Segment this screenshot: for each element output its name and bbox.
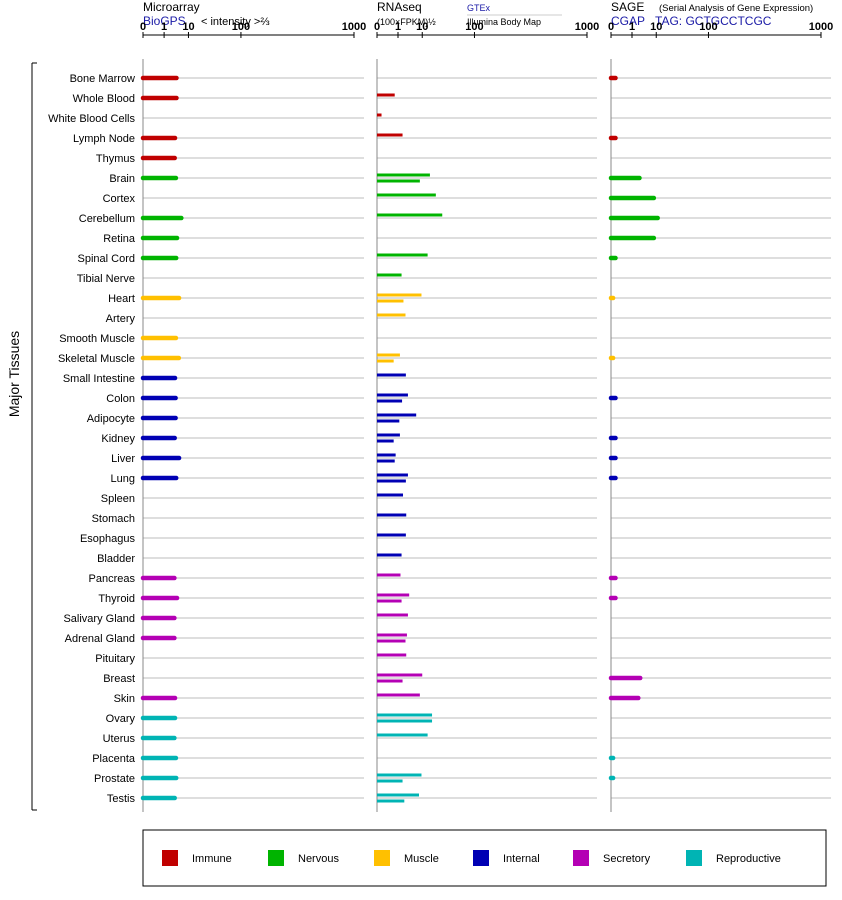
microarray-tick-label: 10 xyxy=(182,21,194,33)
tissue-label: Skin xyxy=(114,693,135,705)
tissue-label: Prostate xyxy=(94,773,135,785)
tissue-label: Colon xyxy=(106,393,135,405)
legend-label-internal: Internal xyxy=(503,853,540,865)
tissue-label: Skeletal Muscle xyxy=(58,353,135,365)
tissue-label: Brain xyxy=(109,173,135,185)
legend-swatch-internal xyxy=(473,850,489,866)
rnaseq-tick-label: 1000 xyxy=(575,21,599,33)
tissue-label: Esophagus xyxy=(80,533,136,545)
legend-swatch-reproductive xyxy=(686,850,702,866)
tissue-label: Salivary Gland xyxy=(63,613,135,625)
legend-label-nervous: Nervous xyxy=(298,853,339,865)
sage-tick-label: 10 xyxy=(650,21,662,33)
tissue-label: Breast xyxy=(103,673,135,685)
tissue-label: Bone Marrow xyxy=(70,73,135,85)
tissue-label: Whole Blood xyxy=(73,93,135,105)
tissue-label: Smooth Muscle xyxy=(59,333,135,345)
legend-swatch-immune xyxy=(162,850,178,866)
rnaseq-tick-label: 1 xyxy=(395,21,401,33)
tissue-label: Cortex xyxy=(103,193,136,205)
cgap-source-link[interactable]: CGAP xyxy=(611,14,645,28)
sage-tick-label: 1000 xyxy=(809,21,833,33)
tissue-label: Adipocyte xyxy=(87,413,135,425)
tissue-label: Cerebellum xyxy=(79,213,135,225)
tissue-label: Bladder xyxy=(97,553,135,565)
microarray-unit: < intensity >⅔ xyxy=(201,16,270,28)
tissue-group-bracket xyxy=(31,62,37,811)
tissue-label: Ovary xyxy=(106,713,136,725)
microarray-title: Microarray xyxy=(143,0,200,14)
tissue-label: Placenta xyxy=(92,753,136,765)
tissue-label: White Blood Cells xyxy=(48,113,135,125)
tissue-label: Spleen xyxy=(101,493,135,505)
tissue-label: Tibial Nerve xyxy=(77,273,135,285)
legend-label-immune: Immune xyxy=(192,853,232,865)
legend-swatch-nervous xyxy=(268,850,284,866)
microarray-tick-label: 100 xyxy=(232,21,250,33)
rnaseq-title: RNAseq xyxy=(377,0,422,14)
microarray-source-link[interactable]: BioGPS xyxy=(143,14,186,28)
rnaseq-tick-label: 10 xyxy=(416,21,428,33)
sage-title: SAGE xyxy=(611,0,644,14)
tissue-label: Thyroid xyxy=(98,593,135,605)
tissue-label: Small Intestine xyxy=(63,373,135,385)
illumina-source-label: Illumina Body Map xyxy=(467,17,541,27)
legend-label-reproductive: Reproductive xyxy=(716,853,781,865)
sage-tick-label: 0 xyxy=(608,21,614,33)
sage-tag-label: TAG: GCTGCCTCGC xyxy=(655,14,772,28)
tissue-label: Stomach xyxy=(92,513,135,525)
sage-tick-label: 1 xyxy=(629,21,635,33)
tissue-label: Heart xyxy=(108,293,135,305)
tissue-group-label: Major Tissues xyxy=(6,331,22,417)
tissue-label: Pancreas xyxy=(89,573,136,585)
tissue-label: Liver xyxy=(111,453,135,465)
microarray-tick-label: 1 xyxy=(161,21,167,33)
tissue-label: Thymus xyxy=(96,153,136,165)
legend-label-secretory: Secretory xyxy=(603,853,651,865)
tissue-label: Testis xyxy=(107,793,136,805)
legend-swatch-secretory xyxy=(573,850,589,866)
rnaseq-unit: (100×FPKM)½ xyxy=(377,17,436,27)
tissue-label: Uterus xyxy=(103,733,136,745)
legend-swatch-muscle xyxy=(374,850,390,866)
sage-subtitle: (Serial Analysis of Gene Expression) xyxy=(659,3,813,14)
tissue-label: Spinal Cord xyxy=(78,253,135,265)
microarray-tick-label: 0 xyxy=(140,21,146,33)
sage-tick-label: 100 xyxy=(699,21,717,33)
tissue-label: Artery xyxy=(106,313,136,325)
gtex-source-link[interactable]: GTEx xyxy=(467,3,491,13)
rnaseq-tick-label: 0 xyxy=(374,21,380,33)
microarray-tick-label: 1000 xyxy=(342,21,366,33)
tissue-label: Adrenal Gland xyxy=(65,633,135,645)
legend-label-muscle: Muscle xyxy=(404,853,439,865)
tissue-label: Lymph Node xyxy=(73,133,135,145)
tissue-label: Kidney xyxy=(101,433,135,445)
tissue-label: Pituitary xyxy=(95,653,135,665)
tissue-label: Retina xyxy=(103,233,136,245)
rnaseq-tick-label: 100 xyxy=(465,21,483,33)
tissue-label: Lung xyxy=(111,473,135,485)
